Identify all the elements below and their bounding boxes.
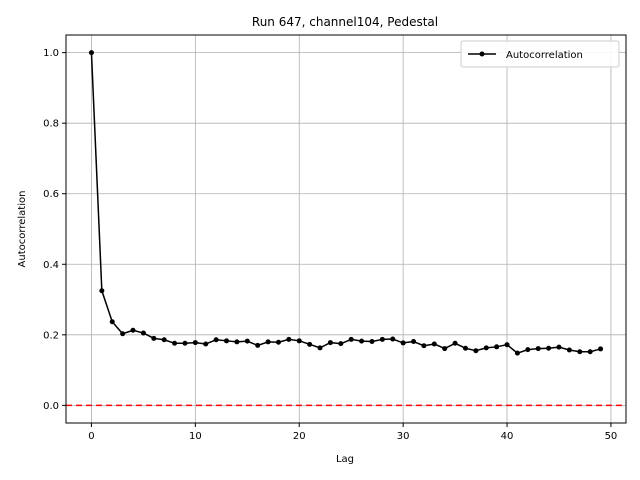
x-tick-label: 40 bbox=[501, 431, 514, 442]
data-point bbox=[525, 347, 531, 353]
data-point bbox=[577, 349, 583, 355]
data-point bbox=[494, 344, 500, 350]
data-point bbox=[359, 338, 365, 344]
data-point bbox=[462, 345, 468, 351]
legend: Autocorrelation bbox=[460, 40, 620, 68]
data-point bbox=[161, 337, 167, 343]
y-axis-label: Autocorrelation bbox=[17, 191, 28, 268]
data-point bbox=[203, 341, 209, 347]
data-point bbox=[151, 335, 157, 341]
y-tick-label: 0.0 bbox=[43, 401, 59, 412]
data-point bbox=[244, 338, 250, 344]
legend-marker-sample bbox=[479, 51, 485, 57]
data-point bbox=[234, 339, 240, 345]
data-point bbox=[514, 350, 520, 356]
grid-lines bbox=[66, 35, 626, 423]
x-tick-label: 50 bbox=[605, 431, 618, 442]
data-point bbox=[307, 341, 313, 347]
data-point bbox=[140, 330, 146, 336]
data-point bbox=[109, 319, 115, 325]
series-line-autocorrelation bbox=[90, 52, 601, 354]
data-point bbox=[535, 346, 541, 352]
data-point bbox=[400, 340, 406, 346]
data-point bbox=[598, 346, 604, 352]
data-point bbox=[224, 338, 230, 344]
data-point bbox=[317, 345, 323, 351]
x-tick-label: 0 bbox=[88, 431, 94, 442]
data-point bbox=[286, 336, 292, 342]
x-tick-label: 30 bbox=[397, 431, 410, 442]
plot-frame bbox=[65, 34, 627, 424]
data-point bbox=[192, 340, 198, 346]
data-point bbox=[587, 349, 593, 355]
data-point bbox=[182, 340, 188, 346]
data-point bbox=[431, 341, 437, 347]
data-point bbox=[452, 340, 458, 346]
x-axis-label: Lag bbox=[336, 454, 354, 465]
data-point bbox=[379, 336, 385, 342]
y-tick-label: 0.2 bbox=[43, 330, 59, 341]
x-axis-ticks: 0 10 20 30 40 50 bbox=[88, 423, 617, 442]
y-tick-label: 0.8 bbox=[43, 119, 59, 130]
data-point bbox=[88, 50, 94, 56]
data-point bbox=[296, 338, 302, 344]
data-point bbox=[275, 339, 281, 345]
y-tick-label: 0.4 bbox=[43, 260, 59, 271]
data-point bbox=[172, 340, 178, 346]
data-point bbox=[369, 339, 375, 345]
series-group bbox=[88, 50, 604, 356]
data-point bbox=[556, 344, 562, 350]
data-point bbox=[255, 342, 261, 348]
legend-entry-label: Autocorrelation bbox=[506, 50, 583, 61]
data-point bbox=[483, 345, 489, 351]
data-point bbox=[473, 348, 479, 354]
data-point bbox=[338, 341, 344, 347]
data-point bbox=[120, 331, 126, 337]
data-point bbox=[546, 345, 552, 351]
data-point bbox=[213, 337, 219, 343]
data-point bbox=[566, 347, 572, 353]
data-point bbox=[265, 339, 271, 345]
data-point bbox=[442, 346, 448, 352]
data-point bbox=[130, 327, 136, 333]
data-point bbox=[327, 340, 333, 346]
data-point bbox=[348, 336, 354, 342]
x-tick-label: 20 bbox=[293, 431, 306, 442]
data-point bbox=[99, 288, 105, 294]
x-tick-label: 10 bbox=[189, 431, 202, 442]
y-tick-label: 0.6 bbox=[43, 189, 59, 200]
legend-box bbox=[460, 40, 620, 68]
y-tick-label: 1.0 bbox=[43, 48, 59, 59]
y-axis-ticks: 0.0 0.2 0.4 0.6 0.8 1.0 bbox=[43, 48, 66, 412]
chart-title: Run 647, channel104, Pedestal bbox=[252, 15, 438, 29]
data-point bbox=[504, 342, 510, 348]
data-point bbox=[411, 339, 417, 345]
data-point bbox=[390, 336, 396, 342]
data-point bbox=[421, 343, 427, 349]
